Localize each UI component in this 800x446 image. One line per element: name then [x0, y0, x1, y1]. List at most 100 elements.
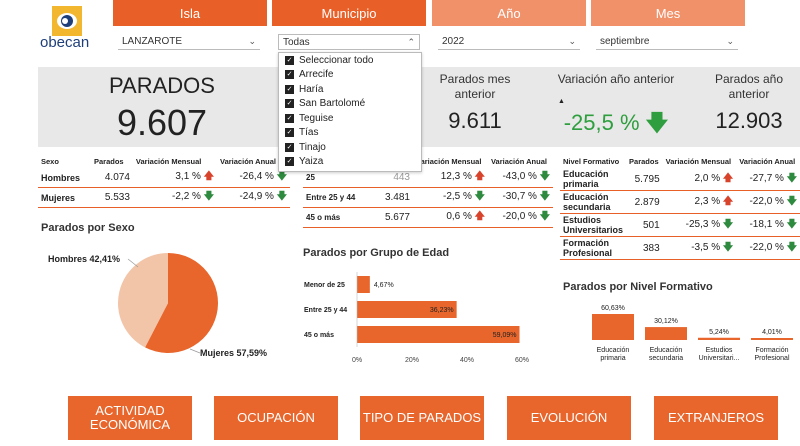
table-row: 25 443 12,3 % 🡅 -43,0 % 🡇	[303, 168, 553, 188]
chart-title-formativo: Parados por Nivel Formativo	[563, 281, 713, 293]
cell-anual: -22,0 % 🡇	[736, 236, 800, 260]
kpi-variacion-label: Variación año anterior	[557, 72, 675, 86]
row-label: Entre 25 y 44	[303, 187, 359, 208]
cell-anual: -43,0 % 🡇	[487, 168, 553, 188]
chevron-down-icon: ⌄	[568, 36, 576, 46]
bar-category-label: Universitari...	[699, 355, 740, 362]
cell-value: -24,9 %	[239, 191, 274, 202]
dropdown-option[interactable]: ✓ Tías	[279, 126, 421, 141]
nav-button-tipo-parados[interactable]: TIPO DE PARADOS	[360, 396, 484, 440]
brand-name: obecan	[40, 34, 90, 51]
column-header: Variación Anual	[220, 157, 276, 166]
isla-select[interactable]: LANZAROTE ⌄	[118, 34, 260, 50]
option-label: Seleccionar todo	[299, 54, 374, 66]
chart-title-edad: Parados por Grupo de Edad	[303, 247, 450, 259]
dropdown-option[interactable]: ✓ San Bartolomé	[279, 97, 421, 112]
bar-category-label: secundaria	[649, 355, 683, 362]
cell-mensual: -3,5 % 🡇	[662, 236, 737, 260]
chevron-down-icon: ⌄	[248, 36, 256, 46]
bar-value-label: 60,63%	[601, 305, 625, 312]
cell-value: 2,0 %	[694, 172, 721, 184]
table-row: 45 o más 5.677 0,6 % 🡅 -20,0 % 🡇	[303, 207, 553, 228]
checkbox-checked-icon: ✓	[285, 157, 294, 167]
cell-anual: -26,4 % 🡇	[217, 168, 290, 188]
bar-value-label: 4,01%	[762, 329, 782, 336]
dropdown-option[interactable]: ✓ Yaiza	[279, 155, 421, 170]
leader-line	[189, 348, 201, 354]
cell-mensual: -2,5 % 🡇	[413, 187, 488, 208]
dropdown-option[interactable]: ✓ Seleccionar todo	[279, 53, 421, 68]
row-label: 25	[303, 168, 359, 188]
nav-button-evolucion[interactable]: EVOLUCIÓN	[507, 396, 631, 440]
mes-select[interactable]: septiembre ⌄	[596, 34, 738, 50]
bar-chart-edad: Menor de 25 4,67% Entre 25 y 44 36,23% 45 o …	[304, 272, 529, 364]
axis-tick-label: 20%	[405, 357, 419, 364]
cell-value: -2,5 %	[442, 191, 472, 202]
formativo-table: Nivel Formativo Parados Variación Mensua…	[560, 155, 800, 260]
dropdown-option[interactable]: ✓ Tinajo	[279, 140, 421, 155]
bar-value-label: 4,67%	[374, 282, 394, 289]
nav-button-actividad[interactable]: ACTIVIDAD ECONÓMICA	[68, 396, 192, 440]
bar-value-label: 30,12%	[654, 318, 678, 325]
bar-chart-formativo: 60,63%Educaciónprimaria30,12%Educaciónse…	[592, 305, 793, 362]
axis-tick-label: 0%	[352, 357, 362, 364]
checkbox-checked-icon: ✓	[285, 142, 294, 152]
kpi-variacion-value: -25,5 %	[563, 110, 640, 135]
filter-header-mes: Mes	[591, 0, 745, 26]
cell: 5.533	[90, 187, 133, 208]
bar	[592, 314, 634, 340]
table-row: Formación Profesional 383 -3,5 % 🡇 -22,0…	[560, 236, 800, 260]
municipio-select-value: Todas	[283, 36, 310, 48]
arrow-up-icon: 🡅	[203, 171, 214, 182]
anio-select[interactable]: 2022 ⌄	[438, 34, 580, 50]
cell-value: 0,6 %	[446, 211, 472, 222]
cell-mensual: -25,3 % 🡇	[662, 213, 737, 237]
cell-anual: -18,1 % 🡇	[736, 213, 800, 237]
arrow-down-icon: 🡇	[276, 171, 287, 182]
bar-category-label: Estudios	[706, 347, 733, 354]
bar-value-label: 36,23%	[430, 307, 454, 314]
column-header: Variación Mensual	[665, 157, 732, 166]
arrow-up-icon: 🡅	[722, 195, 734, 207]
column-header: Variación Mensual	[135, 157, 202, 166]
chevron-down-icon: ⌄	[726, 36, 734, 46]
table-row: Estudios Universitarios 501 -25,3 % 🡇 -1…	[560, 213, 800, 237]
option-label: Tinajo	[299, 141, 326, 153]
arrow-down-icon: 🡇	[786, 195, 797, 207]
arrow-down-icon: 🡇	[722, 241, 734, 253]
arrow-down-icon: 🡇	[786, 241, 797, 253]
column-header: Parados	[93, 157, 124, 166]
cell: 5.795	[626, 168, 663, 191]
arrow-down-icon: 🡇	[539, 191, 550, 202]
leader-line	[127, 258, 139, 268]
nav-button-ocupacion[interactable]: OCUPACIÓN	[214, 396, 338, 440]
checkbox-checked-icon: ✓	[285, 113, 294, 123]
bar-category-label: Educación	[597, 347, 630, 354]
table-row: Entre 25 y 44 3.481 -2,5 % 🡇 -30,7 % 🡇	[303, 187, 553, 208]
arrow-down-icon: 🡇	[539, 211, 550, 222]
row-label: Educación secundaria	[560, 190, 627, 214]
dropdown-option[interactable]: ✓ Haría	[279, 82, 421, 97]
dropdown-option[interactable]: ✓ Teguise	[279, 111, 421, 126]
cell-value: -25,3 %	[685, 218, 721, 230]
nav-button-extranjeros[interactable]: EXTRANJEROS	[654, 396, 778, 440]
dropdown-option[interactable]: ✓ Arrecife	[279, 68, 421, 83]
cell-value: 12,3 %	[440, 171, 472, 182]
pie-slice	[145, 253, 218, 353]
option-label: Tías	[299, 127, 319, 139]
kpi-side-panel	[420, 67, 800, 147]
cell-anual: -22,0 % 🡇	[736, 190, 800, 214]
municipio-select[interactable]: Todas ⌃	[278, 34, 420, 50]
kpi-parados-panel	[38, 67, 286, 147]
pie-chart-sexo: Hombres 42,41% Mujeres 57,59%	[48, 253, 267, 358]
row-label: 45 o más	[303, 207, 359, 228]
arrow-down-icon: 🡇	[786, 172, 797, 184]
table-header: Sexo Parados Variación Mensual Variación…	[38, 155, 290, 168]
table-header: Nivel Formativo Parados Variación Mensua…	[560, 155, 800, 168]
chevron-up-icon: ⌃	[407, 36, 415, 47]
cell-anual: -24,9 % 🡇	[217, 187, 290, 208]
arrow-up-icon: 🡅	[474, 171, 485, 182]
arrow-down-icon: 🡇	[474, 191, 485, 202]
cell-value: 3,1 %	[175, 171, 201, 182]
cell-value: -30,7 %	[502, 191, 537, 202]
